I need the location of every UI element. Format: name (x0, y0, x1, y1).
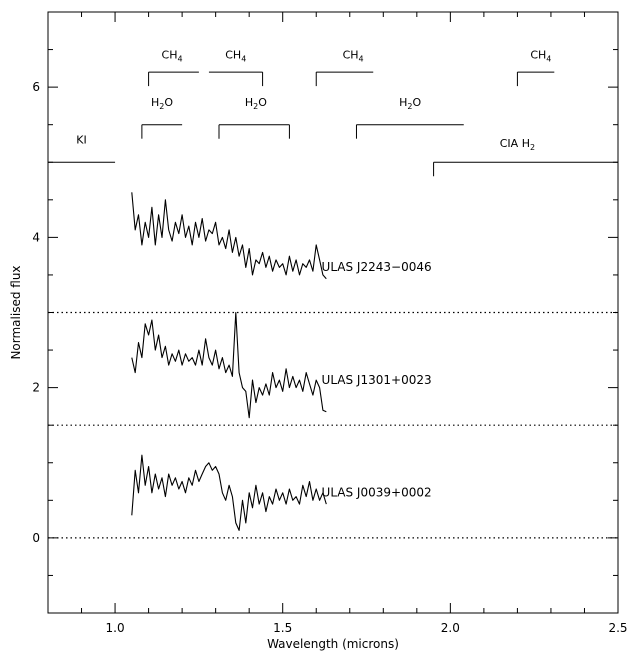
series-1: ULAS J1301+0023 (131, 311, 432, 419)
series-2: ULAS J0039+0002 (131, 454, 432, 531)
annotation-label: CH4 (225, 49, 246, 64)
axis-tick-labels: 1.0 1.5 2.0 2.5 0 2 4 6 (32, 80, 627, 635)
spectrum-label: ULAS J1301+0023 (322, 373, 432, 387)
annotation-h2o-3: H2O (355, 96, 464, 139)
spectrum-label: ULAS J2243−0046 (322, 260, 432, 274)
annotation-label: CH4 (530, 49, 551, 64)
annotation-label: H2O (399, 96, 421, 111)
annotation-h2o-1: H2O (141, 96, 183, 139)
annotation-label: CIA H2 (500, 137, 535, 152)
annotation-label: CH4 (343, 49, 364, 64)
annotation-ki: KI (48, 133, 116, 163)
dotted-baselines (48, 311, 618, 539)
y-axis-title: Normalised flux (9, 265, 23, 359)
x-tick-label: 1.0 (106, 621, 125, 635)
y-tick-label: 6 (32, 80, 40, 94)
spectra-series: ULAS J2243−0046 ULAS J1301+0023 ULAS J0039… (131, 192, 432, 531)
annotation-ch4-3: CH4 (315, 49, 374, 87)
annotation-h2o-2: H2O (218, 96, 290, 139)
x-tick-label: 1.5 (273, 621, 292, 635)
annotation-ch4-2: CH4 (208, 49, 264, 87)
series-0: ULAS J2243−0046 (131, 192, 432, 280)
annotation-label: H2O (151, 96, 173, 111)
spectrum-line (131, 192, 327, 280)
spectrum-line (131, 311, 327, 419)
axis-ticks (47, 11, 619, 614)
annotation-label: KI (76, 133, 86, 146)
feature-annotations: KI H2O H2O H2O CH4 CH4 CH4 CH4 CIA H2 (48, 49, 618, 177)
annotation-ch4-4: CH4 (516, 49, 555, 87)
x-axis-title: Wavelength (microns) (267, 637, 399, 651)
y-tick-label: 4 (32, 230, 40, 244)
y-tick-label: 0 (32, 531, 40, 545)
annotation-label: H2O (245, 96, 267, 111)
annotation-label: CH4 (162, 49, 183, 64)
spectrum-line (131, 454, 327, 531)
x-tick-label: 2.5 (608, 621, 627, 635)
annotation-ch4-1: CH4 (148, 49, 199, 87)
spectrum-label: ULAS J0039+0002 (322, 486, 432, 500)
y-tick-label: 2 (32, 381, 40, 395)
annotation-cia-h2: CIA H2 (433, 137, 618, 177)
x-tick-label: 2.0 (441, 621, 460, 635)
